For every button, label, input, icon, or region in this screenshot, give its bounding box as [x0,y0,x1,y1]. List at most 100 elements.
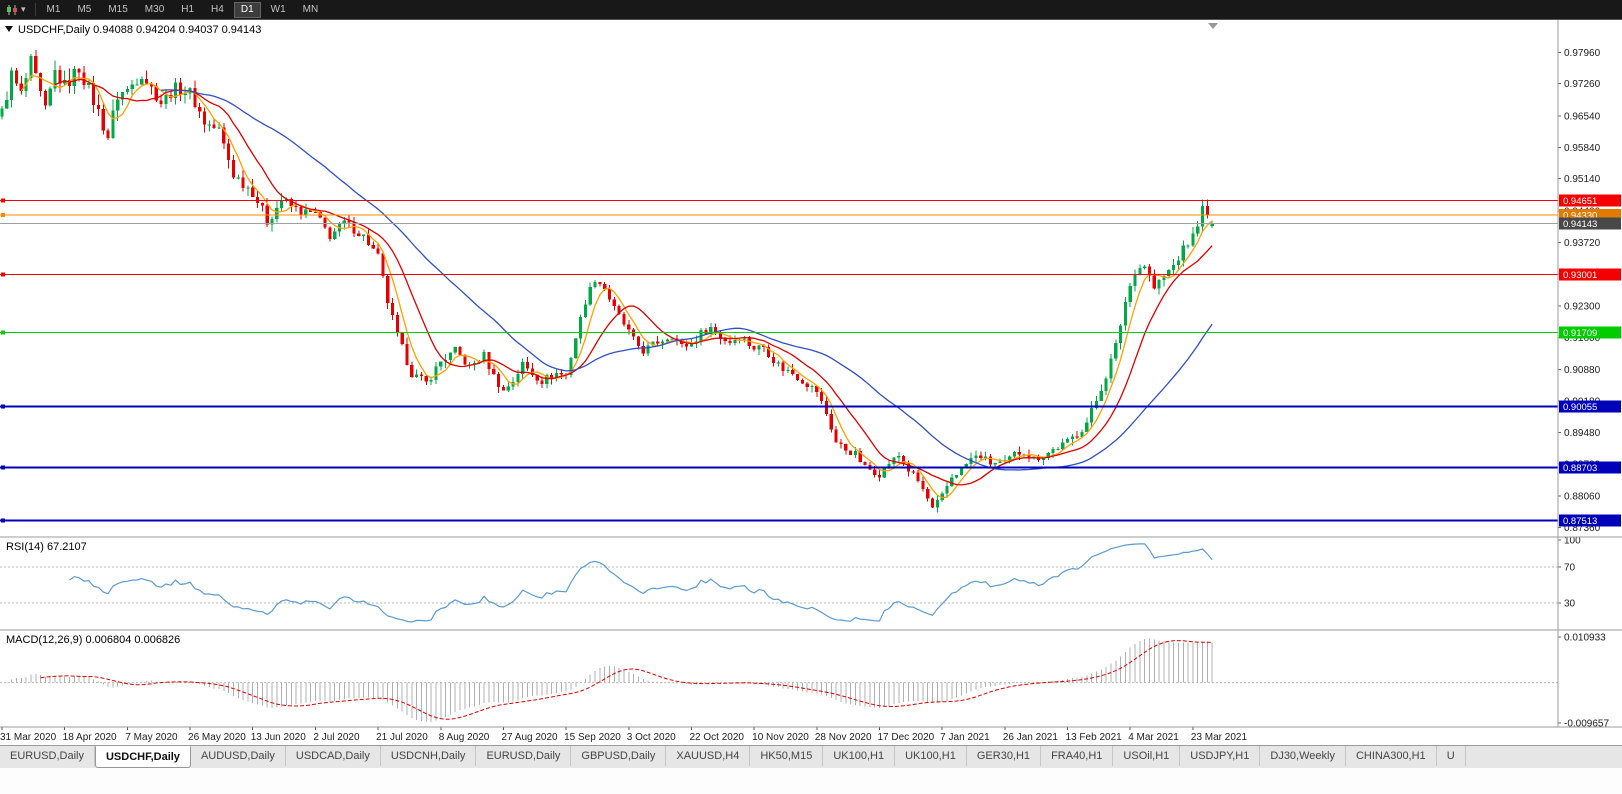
price-chart-svg[interactable]: 0.979600.972600.965400.958400.951400.944… [0,20,1622,745]
chart-tab-audusd-daily[interactable]: AUDUSD,Daily [191,746,286,766]
timeframe-button-h1[interactable]: H1 [181,3,195,15]
svg-text:10 Nov 2020: 10 Nov 2020 [752,732,809,743]
svg-text:100: 100 [1564,536,1581,547]
rsi-panel: 100 70 30 RSI(14) 67.2107 [0,536,1581,623]
toolbar-separator [34,3,36,16]
ma-medium-line [54,78,1213,486]
svg-text:13 Feb 2021: 13 Feb 2021 [1066,732,1123,743]
svg-text:2 Jul 2020: 2 Jul 2020 [313,732,360,743]
chart-tab-fra40-h1[interactable]: FRA40,H1 [1041,746,1114,766]
svg-text:3 Oct 2020: 3 Oct 2020 [627,732,676,743]
svg-text:0.94651: 0.94651 [1563,196,1597,207]
svg-text:21 Jul 2020: 21 Jul 2020 [376,732,428,743]
svg-text:4 Mar 2021: 4 Mar 2021 [1128,732,1179,743]
svg-text:0.93720: 0.93720 [1564,238,1601,249]
svg-text:0.93001: 0.93001 [1563,270,1597,281]
level-price-badge: 0.94651 [1559,194,1621,207]
svg-text:0.87513: 0.87513 [1563,516,1597,527]
svg-text:23 Mar 2021: 23 Mar 2021 [1191,732,1248,743]
chart-tab-china300-h1[interactable]: CHINA300,H1 [1346,746,1437,766]
svg-text:0.95140: 0.95140 [1564,174,1601,185]
timeframe-button-m15[interactable]: M15 [108,3,128,15]
timeframe-buttons: M1 M5 M15 M30 H1 H4 D1 W1 MN [40,1,326,18]
timeframe-button-d1[interactable]: D1 [233,1,261,18]
chart-type-dropdown[interactable]: ▾ [3,1,31,19]
svg-text:70: 70 [1564,563,1576,574]
rsi-line [69,543,1213,623]
price-levels-layer: 0.94651 0.94330 0.93001 0.91709 0.90055 0.887… [0,194,1621,527]
macd-signal-line [40,640,1213,720]
svg-text:31 Mar 2020: 31 Mar 2020 [0,732,57,743]
svg-text:0.87360: 0.87360 [1564,523,1601,534]
svg-text:0.90055: 0.90055 [1563,402,1597,413]
svg-text:-0.009657: -0.009657 [1564,719,1609,730]
chart-tab-u[interactable]: U [1437,746,1466,766]
chart-tab-eurusd-daily[interactable]: EURUSD,Daily [0,746,95,766]
svg-text:13 Jun 2020: 13 Jun 2020 [251,732,306,743]
svg-text:0.97960: 0.97960 [1564,48,1601,59]
window-bottom-strip [0,768,1622,794]
chart-tab-usoil-h1[interactable]: USOil,H1 [1113,746,1181,766]
svg-text:7 May 2020: 7 May 2020 [125,732,178,743]
candlestick-chart-icon [7,4,17,15]
panel-borders [0,20,1622,728]
price-axis: 0.979600.972600.965400.958400.951400.944… [1558,48,1601,534]
svg-text:0.96540: 0.96540 [1564,111,1601,122]
svg-text:0.88060: 0.88060 [1564,492,1601,503]
svg-text:0.92300: 0.92300 [1564,302,1601,313]
chart-tab-usdchf-daily[interactable]: USDCHF,Daily [94,746,191,768]
svg-text:8 Aug 2020: 8 Aug 2020 [439,732,490,743]
level-price-badge: 0.90055 [1559,400,1621,413]
chart-tab-dj30-weekly[interactable]: DJ30,Weekly [1260,746,1346,766]
level-price-badge: 0.91709 [1559,326,1621,339]
chart-tab-hk50-m15[interactable]: HK50,M15 [750,746,824,766]
macd-panel: 0.010933 -0.009657 MACD(12,26,9) 0.006804 … [0,633,1609,730]
svg-text:27 Aug 2020: 27 Aug 2020 [501,732,558,743]
macd-label: MACD(12,26,9) 0.006804 0.006826 [6,634,180,646]
chart-tab-uk100-h1[interactable]: UK100,H1 [895,746,967,766]
current-price-badge: 0.94143 [1559,217,1621,230]
svg-text:7 Jan 2021: 7 Jan 2021 [940,732,990,743]
date-axis: 31 Mar 2020 18 Apr 2020 7 May 2020 26 May 2… [0,727,1247,743]
timeframe-button-h4[interactable]: H4 [211,3,224,15]
svg-text:22 Oct 2020: 22 Oct 2020 [689,732,744,743]
svg-text:26 May 2020: 26 May 2020 [188,732,246,743]
timeframe-button-mn[interactable]: MN [302,3,319,15]
chart-area[interactable]: 0.979600.972600.965400.958400.951400.944… [0,20,1622,745]
svg-text:26 Jan 2021: 26 Jan 2021 [1003,732,1058,743]
rsi-label: RSI(14) 67.2107 [6,541,87,553]
symbol-marker-icon [5,26,13,32]
level-price-badge: 0.93001 [1559,268,1621,281]
candles-layer [0,50,1214,513]
chart-tab-ger30-h1[interactable]: GER30,H1 [967,746,1042,766]
chart-tab-gbpusd-daily[interactable]: GBPUSD,Daily [571,746,667,766]
svg-text:0.88703: 0.88703 [1563,463,1597,474]
chart-tab-usdcnh-daily[interactable]: USDCNH,Daily [381,746,477,766]
timeframe-button-m1[interactable]: M1 [46,3,61,15]
moving-averages-layer [20,75,1213,499]
shift-marker-icon [1208,23,1218,29]
svg-text:0.95840: 0.95840 [1564,143,1601,154]
chart-header: USDCHF,Daily 0.94088 0.94204 0.94037 0.9… [5,24,261,36]
ma-fast-line [20,75,1213,499]
svg-text:30: 30 [1564,599,1576,610]
chart-tabs-bar: EURUSD,Daily USDCHF,Daily AUDUSD,Daily USDC… [0,745,1622,768]
chart-tab-usdjpy-h1[interactable]: USDJPY,H1 [1180,746,1261,766]
svg-text:0.90880: 0.90880 [1564,365,1601,376]
chart-tab-eurusd-daily[interactable]: EURUSD,Daily [476,746,572,766]
svg-text:18 Apr 2020: 18 Apr 2020 [63,732,117,743]
svg-text:0.94330: 0.94330 [1563,211,1597,222]
svg-text:0.97260: 0.97260 [1564,79,1601,90]
dropdown-caret-icon: ▾ [21,4,26,14]
chart-ohlc-title: USDCHF,Daily 0.94088 0.94204 0.94037 0.9… [18,24,261,36]
timeframe-button-m30[interactable]: M30 [144,3,165,15]
level-price-badge: 0.87513 [1559,514,1621,527]
chart-tab-xauusd-h4[interactable]: XAUUSD,H4 [666,746,751,766]
timeframe-button-m5[interactable]: M5 [77,3,92,15]
chart-tab-uk100-h1[interactable]: UK100,H1 [823,746,896,766]
svg-text:0.91709: 0.91709 [1563,328,1597,339]
svg-text:0.010933: 0.010933 [1564,633,1606,644]
chart-tab-usdcad-daily[interactable]: USDCAD,Daily [286,746,381,766]
svg-text:28 Nov 2020: 28 Nov 2020 [815,732,872,743]
timeframe-button-w1[interactable]: W1 [270,3,286,15]
